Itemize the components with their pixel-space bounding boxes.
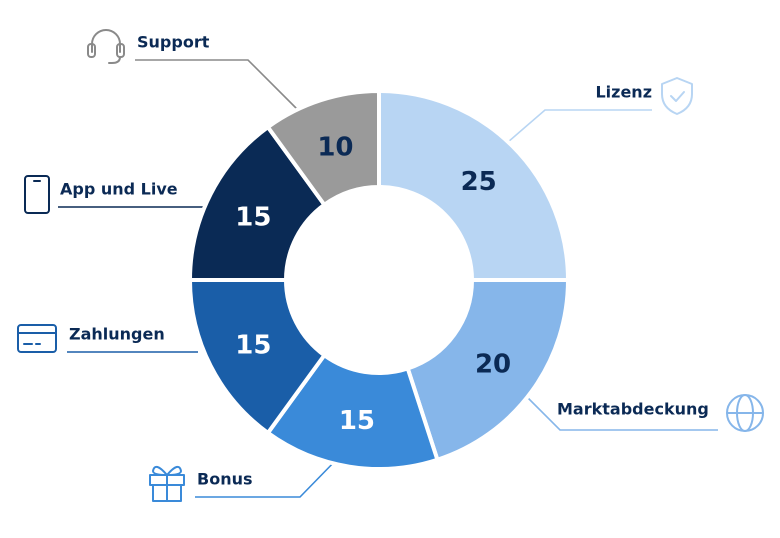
legend-label: App und Live xyxy=(60,180,178,199)
donut-segment xyxy=(265,89,381,207)
icon-gift xyxy=(149,465,185,502)
legend-label: Lizenz xyxy=(595,83,652,102)
icon-globe xyxy=(726,394,764,432)
donut-segment xyxy=(405,278,570,462)
donut-segment xyxy=(188,125,327,282)
value-label: 10 xyxy=(317,132,353,162)
value-label: 20 xyxy=(475,349,511,379)
donut-segment xyxy=(265,353,440,471)
icon-phone xyxy=(24,175,50,214)
donut-segment xyxy=(377,89,570,282)
value-label: 15 xyxy=(235,202,271,232)
icon-shield xyxy=(661,77,693,115)
legend-label: Marktabdeckung xyxy=(557,400,709,419)
leader-line xyxy=(195,455,341,498)
donut xyxy=(188,89,570,471)
legend-label: Zahlungen xyxy=(69,325,165,344)
icon-headset xyxy=(87,29,125,64)
icon-card xyxy=(17,324,57,353)
leader-lines-and-icons xyxy=(17,29,764,502)
donut-segment xyxy=(188,278,327,435)
value-label: 15 xyxy=(235,331,271,361)
legend-label: Support xyxy=(137,33,210,52)
leader-line xyxy=(521,391,718,431)
labels: 25 Lizenz 20 Marktabdeckung 15 Bonus 15 Zahlung… xyxy=(60,33,709,489)
value-label: 15 xyxy=(339,406,375,436)
leader-line xyxy=(507,109,652,143)
leader-line xyxy=(135,59,299,111)
legend-label: Bonus xyxy=(197,470,253,489)
value-label: 25 xyxy=(461,167,497,197)
